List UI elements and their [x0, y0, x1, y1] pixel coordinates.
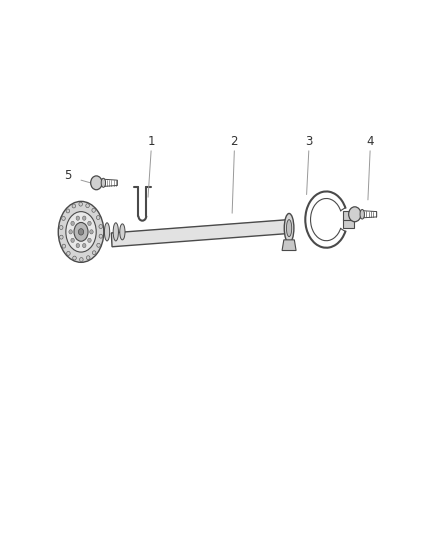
- Circle shape: [90, 230, 93, 234]
- Circle shape: [76, 244, 80, 248]
- Ellipse shape: [86, 204, 89, 208]
- Ellipse shape: [120, 224, 125, 240]
- Ellipse shape: [99, 224, 102, 229]
- Ellipse shape: [80, 257, 83, 262]
- Ellipse shape: [86, 256, 90, 260]
- Circle shape: [82, 216, 86, 220]
- Ellipse shape: [66, 209, 70, 213]
- Ellipse shape: [79, 202, 82, 206]
- Ellipse shape: [97, 243, 100, 247]
- Ellipse shape: [72, 204, 76, 208]
- Circle shape: [82, 244, 86, 248]
- Text: 2: 2: [230, 135, 238, 148]
- Text: 4: 4: [366, 135, 374, 148]
- Ellipse shape: [286, 220, 292, 237]
- Text: 1: 1: [147, 135, 155, 148]
- Circle shape: [88, 221, 91, 225]
- Ellipse shape: [60, 235, 63, 239]
- Circle shape: [349, 207, 361, 222]
- Ellipse shape: [104, 223, 110, 241]
- Ellipse shape: [66, 212, 96, 252]
- Polygon shape: [111, 220, 290, 247]
- Circle shape: [76, 216, 80, 220]
- Ellipse shape: [58, 201, 104, 262]
- Circle shape: [71, 238, 74, 243]
- Ellipse shape: [60, 225, 63, 230]
- Circle shape: [78, 229, 84, 235]
- Text: 3: 3: [305, 135, 312, 148]
- Ellipse shape: [74, 222, 88, 241]
- Ellipse shape: [284, 213, 294, 243]
- Ellipse shape: [96, 216, 100, 220]
- Ellipse shape: [62, 216, 65, 221]
- Polygon shape: [282, 240, 296, 251]
- Circle shape: [91, 176, 102, 190]
- Text: 5: 5: [64, 169, 71, 182]
- Ellipse shape: [92, 208, 95, 212]
- Ellipse shape: [101, 178, 106, 188]
- Ellipse shape: [113, 223, 118, 241]
- Ellipse shape: [360, 209, 364, 219]
- Ellipse shape: [67, 252, 70, 255]
- Polygon shape: [343, 219, 353, 228]
- Polygon shape: [343, 211, 353, 220]
- Ellipse shape: [92, 251, 96, 255]
- Ellipse shape: [99, 234, 102, 238]
- Ellipse shape: [62, 244, 66, 248]
- Circle shape: [69, 230, 72, 234]
- Circle shape: [88, 238, 91, 243]
- Circle shape: [71, 221, 74, 225]
- Ellipse shape: [73, 256, 76, 260]
